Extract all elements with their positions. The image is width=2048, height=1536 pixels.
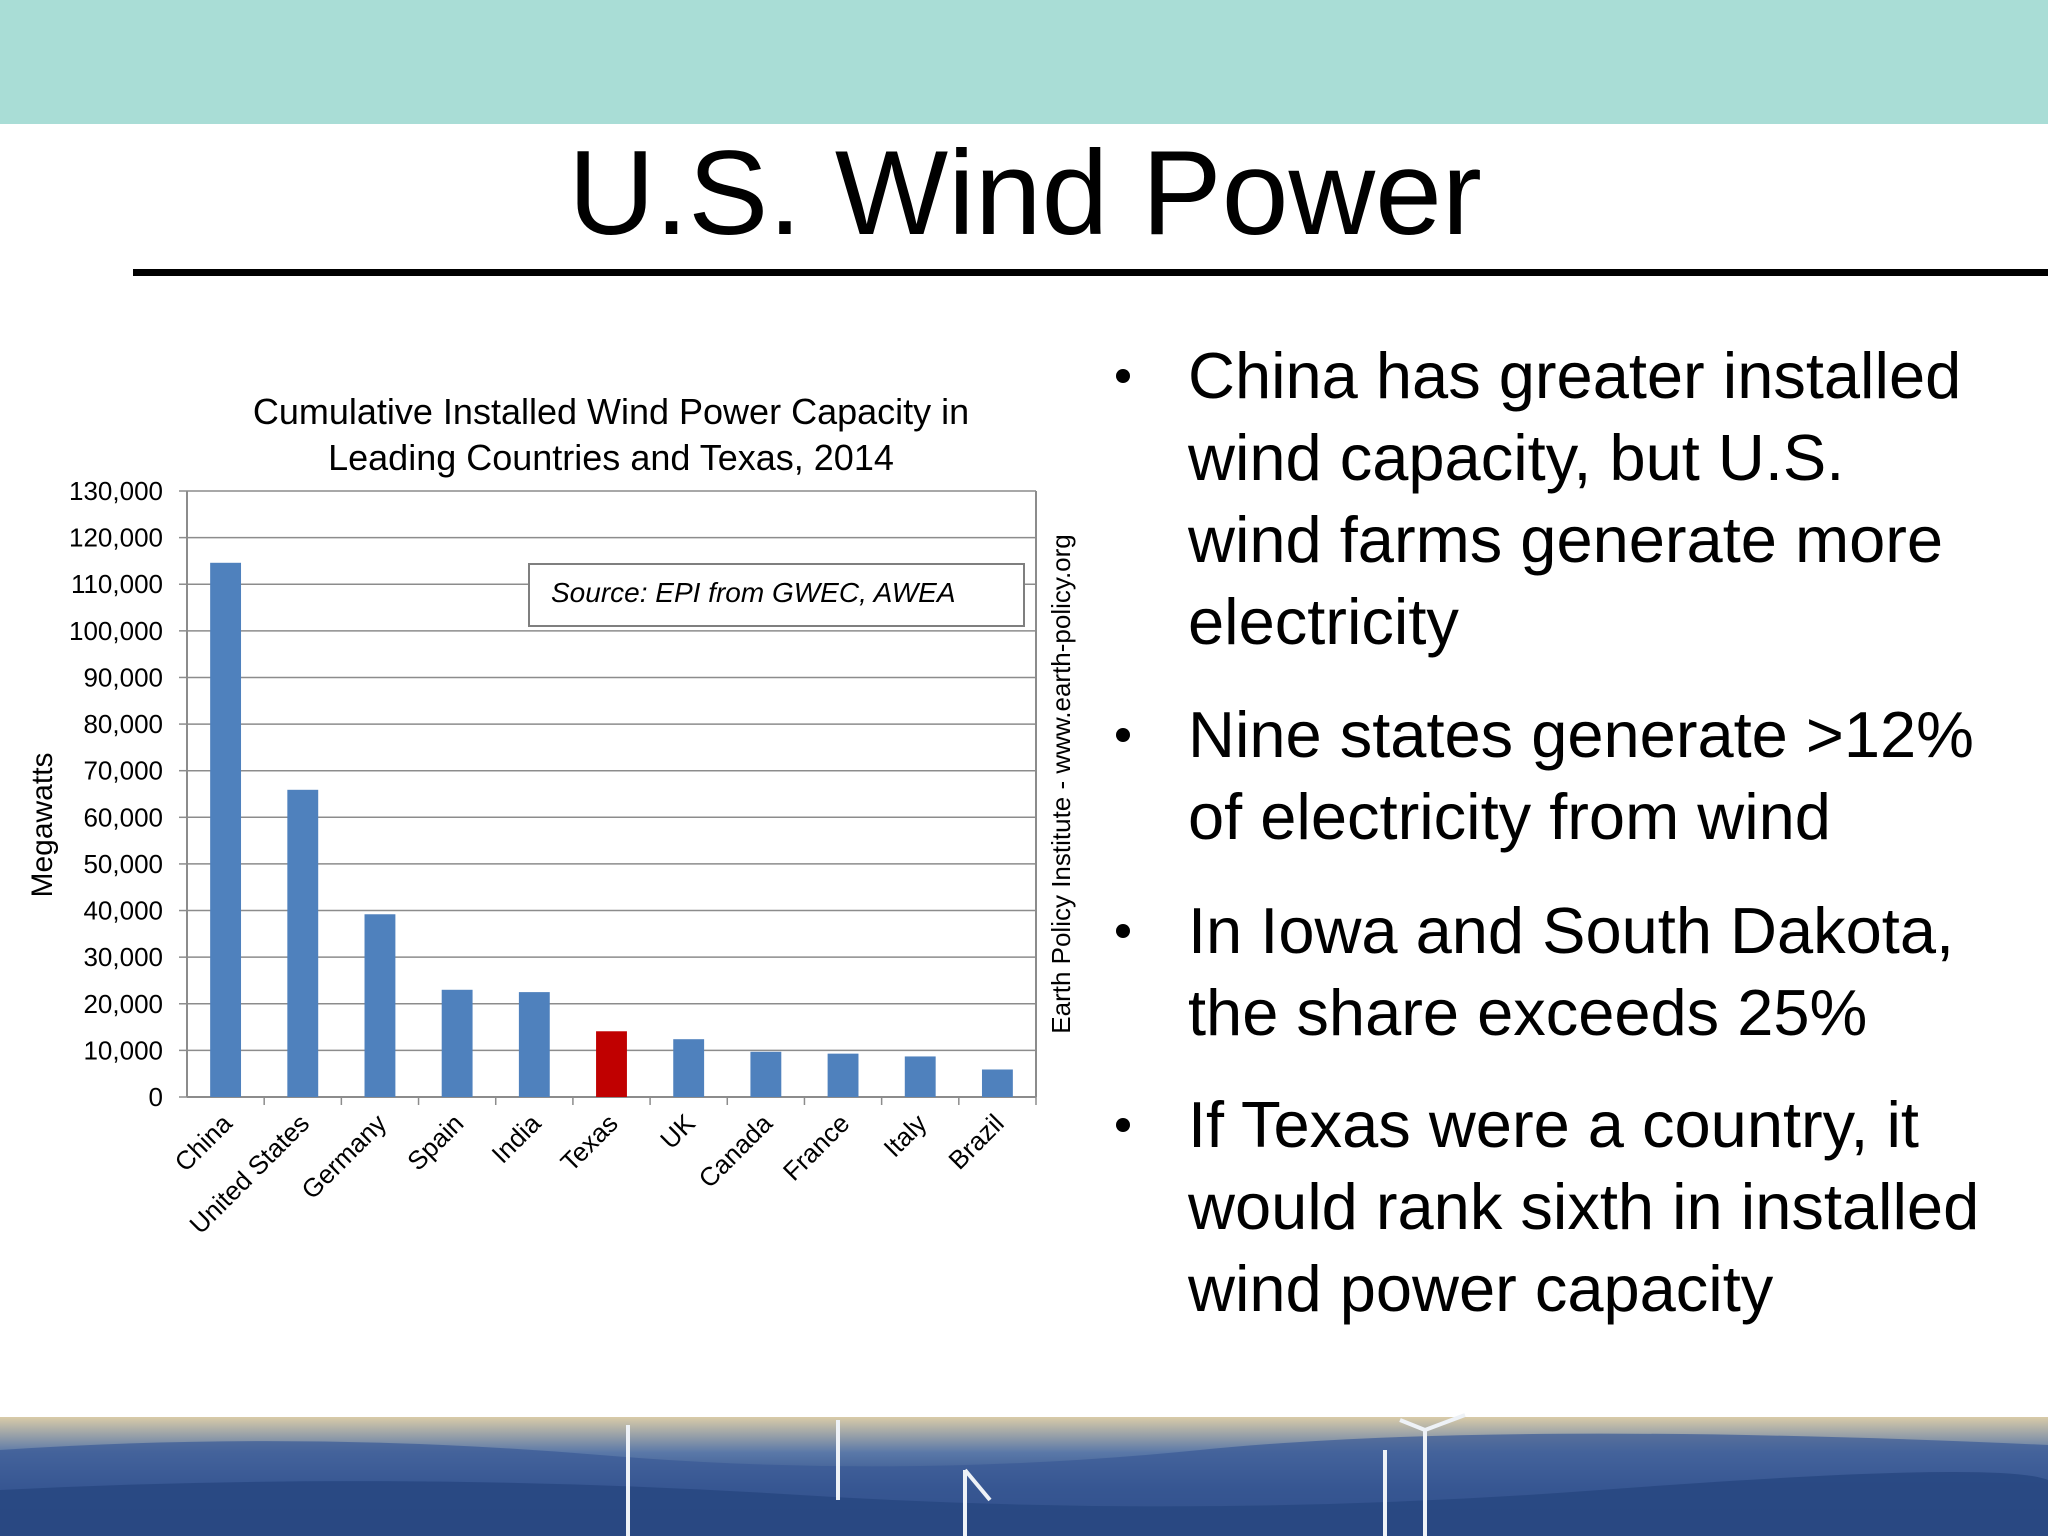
slide-title: U.S. Wind Power	[568, 126, 1482, 260]
y-tick-label: 120,000	[69, 523, 163, 553]
x-tick-label: Spain	[401, 1108, 469, 1176]
y-tick-label: 40,000	[83, 896, 163, 926]
bar	[364, 914, 396, 1097]
bullet-text: wind capacity, but U.S.	[1187, 421, 1844, 494]
x-tick-label: Texas	[555, 1108, 624, 1177]
header-band	[0, 0, 2048, 124]
bullet-text: of electricity from wind	[1188, 780, 1831, 853]
bar	[441, 989, 473, 1097]
x-tick-label: Canada	[692, 1108, 778, 1194]
bullet-text: wind farms generate more	[1187, 503, 1943, 576]
bar	[518, 992, 550, 1097]
bullet-list: China has greater installed wind capacity…	[1116, 339, 1979, 1325]
bullet-dot	[1116, 369, 1130, 383]
bullet-text: China has greater installed	[1188, 339, 1961, 412]
hill	[0, 1472, 2048, 1536]
chart: Cumulative Installed Wind Power Capacity…	[26, 391, 1076, 1240]
y-tick-label: 110,000	[71, 569, 163, 599]
bullet-text: In Iowa and South Dakota,	[1188, 894, 1954, 967]
bullet-text: the share exceeds 25%	[1188, 976, 1867, 1049]
y-tick-label: 100,000	[69, 616, 163, 646]
bar	[673, 1039, 705, 1097]
bullet-text: wind power capacity	[1187, 1252, 1774, 1325]
x-tick-label: Brazil	[942, 1108, 1009, 1175]
source-box	[528, 563, 1025, 627]
bar	[750, 1051, 782, 1097]
side-note: Earth Policy Institute - www.earth-polic…	[1046, 534, 1076, 1033]
bar	[596, 1031, 627, 1097]
x-tick-label: UK	[654, 1108, 701, 1155]
footer-image	[0, 1413, 2048, 1536]
y-tick-label: 90,000	[83, 662, 163, 692]
bullet-dot	[1116, 1118, 1130, 1132]
y-tick-label: 10,000	[83, 1035, 163, 1065]
turbines	[626, 1413, 1466, 1536]
x-tick-label: China	[169, 1108, 239, 1178]
y-tick-label: 20,000	[83, 989, 163, 1019]
bullet-text: would rank sixth in installed	[1187, 1170, 1979, 1243]
y-tick-label: 50,000	[83, 849, 163, 879]
y-tick-label: 130,000	[69, 476, 163, 506]
title-rule	[133, 269, 2048, 276]
x-tick-label: India	[485, 1108, 546, 1169]
bar	[904, 1056, 936, 1097]
bar	[981, 1069, 1013, 1097]
y-tick-label: 0	[149, 1082, 163, 1112]
bar	[827, 1053, 859, 1097]
bullet-text: If Texas were a country, it	[1188, 1088, 1919, 1161]
bullet-dot	[1116, 924, 1130, 938]
y-axis-label: Megawatts	[26, 752, 59, 897]
y-tick-label: 30,000	[83, 942, 163, 972]
chart-title: Cumulative Installed Wind Power Capacity…	[253, 391, 969, 432]
x-tick-label: Italy	[878, 1108, 933, 1163]
bullet-text: electricity	[1188, 585, 1459, 658]
y-tick-label: 70,000	[83, 756, 163, 786]
bar	[287, 789, 319, 1097]
chart-title: Leading Countries and Texas, 2014	[328, 437, 894, 478]
x-tick-label: France	[777, 1108, 855, 1186]
y-tick-label: 80,000	[83, 709, 163, 739]
source-note: Source: EPI from GWEC, AWEA	[551, 577, 956, 608]
bar	[210, 562, 242, 1097]
y-tick-label: 60,000	[83, 802, 163, 832]
x-tick-label: Germany	[295, 1108, 392, 1205]
bullet-text: Nine states generate >12%	[1188, 698, 1974, 771]
bullet-dot	[1116, 728, 1130, 742]
